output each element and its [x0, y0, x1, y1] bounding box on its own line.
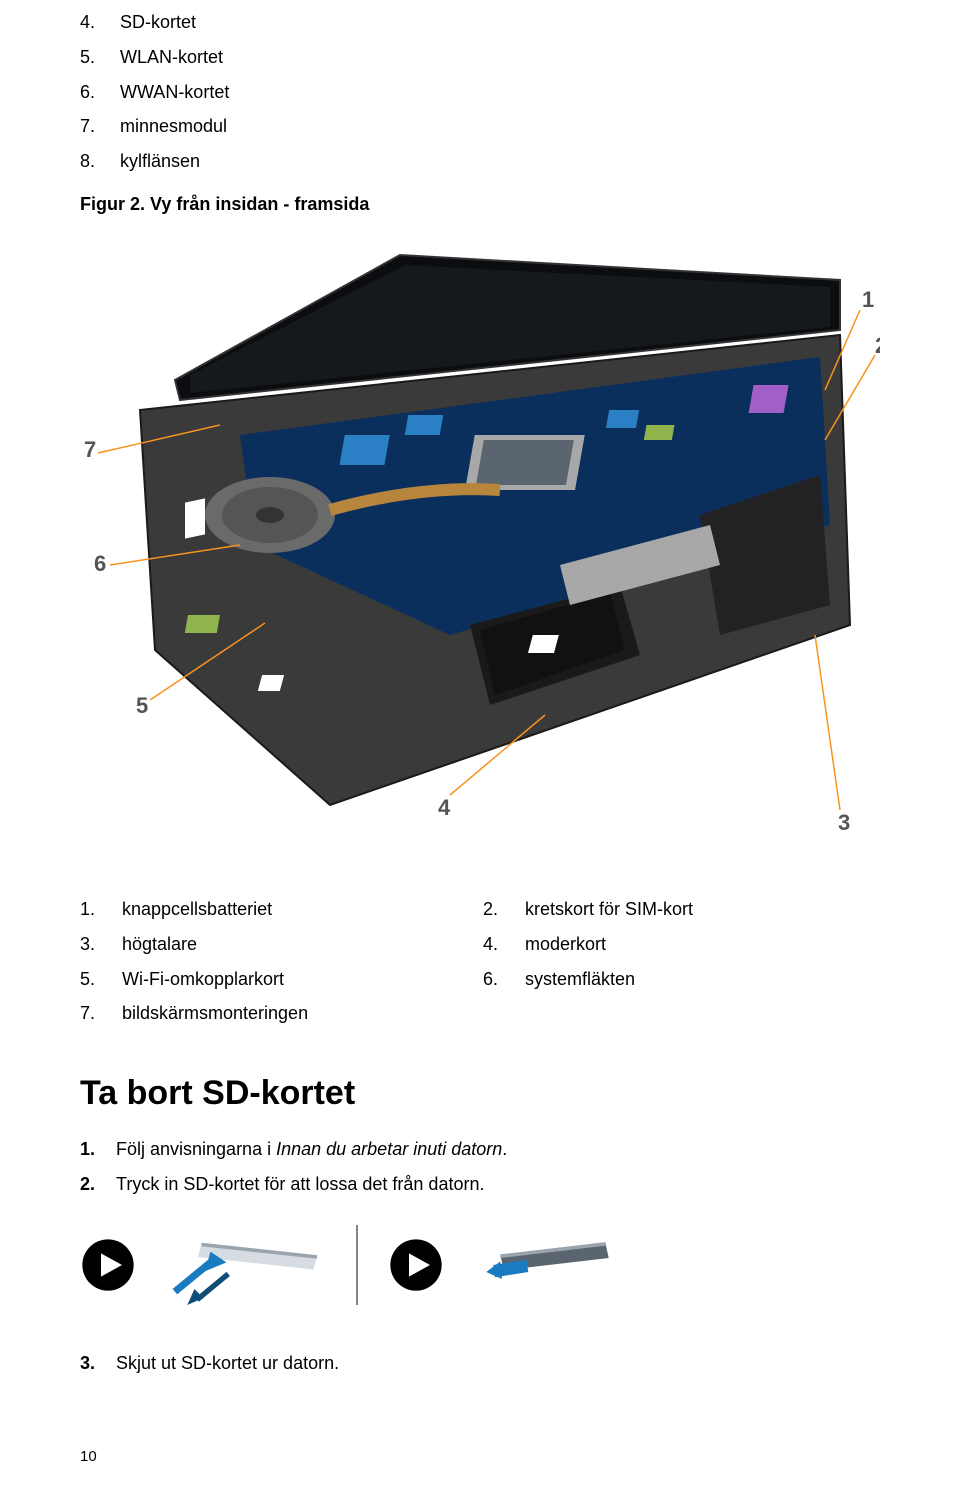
svg-text:7: 7: [84, 437, 96, 462]
legend-label: moderkort: [525, 930, 880, 959]
svg-text:5: 5: [136, 693, 148, 718]
figure-caption: Figur 2. Vy från insidan - framsida: [80, 194, 880, 215]
step-text: Följ anvisningarna i Innan du arbetar in…: [116, 1135, 880, 1164]
divider-icon: [356, 1225, 358, 1305]
svg-text:4: 4: [438, 795, 451, 820]
list-number: 5.: [80, 43, 120, 72]
list-number: 4.: [80, 8, 120, 37]
legend-number: 2.: [483, 895, 519, 924]
step-pre: Följ anvisningarna i: [116, 1139, 276, 1159]
step-number: 2.: [80, 1170, 116, 1199]
step-post: .: [502, 1139, 507, 1159]
section-heading: Ta bort SD-kortet: [80, 1074, 880, 1113]
svg-text:2: 2: [875, 333, 880, 358]
legend-number: 7.: [80, 999, 116, 1028]
list-number: 7.: [80, 112, 120, 141]
list-number: 6.: [80, 78, 120, 107]
figure-legend: 1. knappcellsbatteriet 2. kretskort för …: [80, 895, 880, 1028]
step-number: 1.: [80, 1135, 116, 1164]
component-list-top: 4. SD-kortet 5. WLAN-kortet 6. WWAN-kort…: [80, 8, 880, 176]
legend-label: systemfläkten: [525, 965, 880, 994]
list-label: kylflänsen: [120, 147, 200, 176]
svg-text:6: 6: [94, 551, 106, 576]
legend-number: 5.: [80, 965, 116, 994]
list-label: WWAN-kortet: [120, 78, 229, 107]
laptop-diagram-icon: 1 2 3 4 5 6 7: [80, 235, 880, 855]
list-number: 8.: [80, 147, 120, 176]
list-item: 4. SD-kortet: [80, 8, 880, 37]
step-text: Tryck in SD-kortet för att lossa det frå…: [116, 1170, 880, 1199]
steps-list: 1. Följ anvisningarna i Innan du arbetar…: [80, 1135, 880, 1199]
step-italic: Innan du arbetar inuti datorn: [276, 1139, 502, 1159]
list-label: SD-kortet: [120, 8, 196, 37]
figure-laptop-inside: 1 2 3 4 5 6 7: [80, 235, 880, 855]
svg-text:1: 1: [862, 287, 874, 312]
legend-number: 3.: [80, 930, 116, 959]
list-label: WLAN-kortet: [120, 43, 223, 72]
legend-label: knappcellsbatteriet: [122, 895, 477, 924]
legend-label: högtalare: [122, 930, 477, 959]
list-item: 6. WWAN-kortet: [80, 78, 880, 107]
step-text: Skjut ut SD-kortet ur datorn.: [116, 1349, 339, 1378]
list-item: 8. kylflänsen: [80, 147, 880, 176]
list-label: minnesmodul: [120, 112, 227, 141]
sd-eject-icon: [474, 1230, 614, 1300]
list-item: 7. minnesmodul: [80, 112, 880, 141]
legend-label: kretskort för SIM-kort: [525, 895, 880, 924]
legend-number: 6.: [483, 965, 519, 994]
sd-removal-icons: [80, 1225, 880, 1305]
list-item: 5. WLAN-kortet: [80, 43, 880, 72]
play-icon: [80, 1237, 136, 1293]
sd-push-icon: [166, 1225, 326, 1305]
legend-number: 4.: [483, 930, 519, 959]
legend-number: 1.: [80, 895, 116, 924]
legend-label: Wi-Fi-omkopplarkort: [122, 965, 477, 994]
legend-label: bildskärmsmonteringen: [122, 999, 477, 1028]
step-number: 3.: [80, 1349, 116, 1378]
page-number: 10: [80, 1448, 880, 1465]
play-icon: [388, 1237, 444, 1293]
svg-text:3: 3: [838, 810, 850, 835]
step-3: 3. Skjut ut SD-kortet ur datorn.: [80, 1349, 880, 1378]
